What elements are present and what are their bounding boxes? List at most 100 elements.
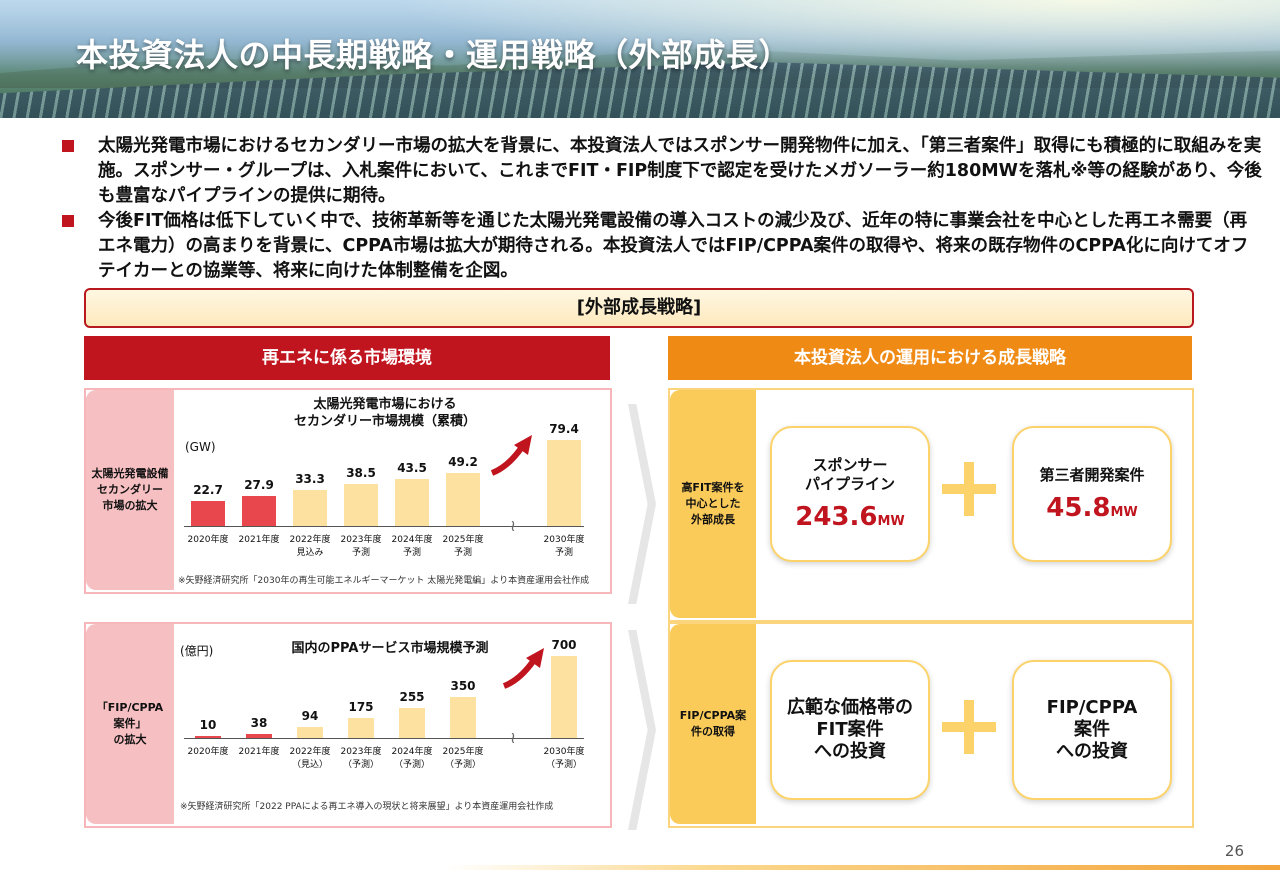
chart-bar bbox=[547, 440, 581, 526]
chart-note: ※矢野経済研究所「2022 PPAによる再エネ導入の現状と将来展望」より本資産運… bbox=[180, 802, 554, 812]
category-label: 2022年度 （見込） bbox=[289, 747, 331, 770]
growth-arrow-icon bbox=[490, 435, 532, 476]
bar-value-label: 27.9 bbox=[244, 477, 274, 492]
side-label-line: 太陽光発電設備 bbox=[91, 467, 169, 480]
card-text: 案件 bbox=[1074, 719, 1110, 740]
bar-value-label: 38.5 bbox=[346, 466, 376, 481]
bar-value-label: 255 bbox=[399, 690, 425, 705]
plus-icon bbox=[942, 700, 996, 754]
chart-unit: (億円) bbox=[180, 644, 214, 658]
chart-title: 太陽光発電市場における セカンダリー市場規模（累積） bbox=[293, 397, 476, 429]
chart-bar bbox=[195, 736, 221, 738]
chart-bar bbox=[450, 697, 476, 738]
bullet-square-icon bbox=[62, 215, 74, 227]
bar-value-label: 79.4 bbox=[549, 422, 579, 436]
side-label-secondary: 太陽光発電設備 セカンダリー 市場の拡大 bbox=[86, 390, 174, 590]
bar-value-label: 10 bbox=[199, 718, 217, 732]
bar-value-label: 94 bbox=[301, 708, 319, 723]
chart-title: 国内のPPAサービス市場規模予測 bbox=[291, 641, 489, 656]
bar-value-label: 49.2 bbox=[448, 454, 478, 469]
bar-value-label: 175 bbox=[348, 699, 374, 714]
bar-value-label: 33.3 bbox=[295, 471, 325, 486]
card-text: FIP/CPPA bbox=[1046, 697, 1138, 718]
side-label-line: FIP/CPPA案 bbox=[679, 709, 747, 722]
chart-bar bbox=[551, 656, 577, 738]
sponsor-pipeline-card: スポンサー パイプライン 243.6MW bbox=[770, 426, 930, 562]
axis-break-icon: ≀ bbox=[510, 728, 516, 747]
bar-value-label: 350 bbox=[450, 679, 476, 693]
side-label-line: 件の取得 bbox=[690, 725, 735, 738]
category-label: 2025年度 （予測） bbox=[442, 747, 484, 770]
card-text: FIT案件 bbox=[816, 719, 884, 740]
category-label: 2030年度 予測 bbox=[543, 535, 585, 558]
bar-value-label: 38 bbox=[250, 715, 268, 730]
chevron-right-icon bbox=[628, 630, 656, 830]
category-label: 2023年度 （予測） bbox=[340, 747, 382, 770]
chart-bar bbox=[348, 717, 374, 738]
card-text: 広範な価格帯の bbox=[787, 697, 913, 718]
bullet-item: 太陽光発電市場におけるセカンダリー市場の拡大を背景に、本投資法人ではスポンサー開… bbox=[62, 134, 1262, 209]
x-axis-line bbox=[184, 738, 584, 739]
growth-arrow-icon bbox=[502, 648, 544, 689]
card-title: スポンサー bbox=[812, 456, 888, 474]
category-label: 2024年度 （予測） bbox=[391, 747, 433, 770]
side-label-line: セカンダリー bbox=[97, 483, 163, 496]
category-label: 2022年度 見込み bbox=[289, 535, 331, 558]
side-label-line: 「FIP/CPPA bbox=[96, 701, 164, 714]
chart-bar bbox=[297, 726, 323, 738]
fip-investment-card: FIP/CPPA 案件 への投資 bbox=[1012, 660, 1172, 800]
chart-bar bbox=[446, 472, 480, 526]
chart-bar bbox=[242, 495, 276, 526]
bar-value-label: 22.7 bbox=[193, 483, 223, 498]
footer-gradient-line bbox=[0, 865, 1280, 870]
chart-bar bbox=[399, 708, 425, 738]
side-label-fit: 高FIT案件を 中心とした 外部成長 bbox=[670, 390, 756, 618]
card-value: 45.8MW bbox=[1046, 492, 1138, 523]
category-label: 2020年度 bbox=[187, 535, 229, 545]
chart-note: ※矢野経済研究所「2030年の再生可能エネルギーマーケット 太陽光発電編」より本… bbox=[178, 576, 590, 586]
chart-bar bbox=[191, 501, 225, 526]
side-label-line: の拡大 bbox=[113, 733, 147, 746]
chart-bar bbox=[246, 733, 272, 738]
category-label: 2020年度 bbox=[187, 747, 229, 757]
page-title: 本投資法人の中長期戦略・運用戦略（外部成長） bbox=[76, 36, 792, 74]
bullet-list: 太陽光発電市場におけるセカンダリー市場の拡大を背景に、本投資法人ではスポンサー開… bbox=[62, 134, 1262, 284]
side-label-line: 市場の拡大 bbox=[102, 499, 158, 512]
card-text: への投資 bbox=[814, 741, 886, 762]
category-label: 2024年度 予測 bbox=[391, 535, 433, 558]
side-label-fip: FIP/CPPA案 件の取得 bbox=[670, 624, 756, 824]
side-label-line: 案件」 bbox=[113, 717, 147, 730]
x-axis-line bbox=[184, 526, 584, 527]
category-label: 2023年度 予測 bbox=[340, 535, 382, 558]
plus-icon bbox=[942, 462, 996, 516]
side-label-line: 中心とした bbox=[685, 497, 741, 510]
card-title: 第三者開発案件 bbox=[1039, 465, 1145, 484]
chart-bar bbox=[395, 478, 429, 526]
bullet-text: 太陽光発電市場におけるセカンダリー市場の拡大を背景に、本投資法人ではスポンサー開… bbox=[98, 136, 1262, 206]
bar-value-label: 700 bbox=[551, 638, 577, 652]
strategy-title: [外部成長戦略] bbox=[84, 288, 1194, 328]
bullet-text: 今後FIT価格は低下していく中で、技術革新等を通じた太陽光発電設備の導入コストの… bbox=[98, 211, 1249, 281]
card-value: 243.6MW bbox=[795, 502, 905, 532]
chart-bar bbox=[293, 489, 327, 526]
category-label: 2021年度 bbox=[238, 747, 280, 757]
side-label-line: 外部成長 bbox=[691, 513, 735, 526]
category-label: 2021年度 bbox=[238, 535, 280, 545]
card-title: パイプライン bbox=[804, 475, 895, 493]
chart-unit: (GW) bbox=[185, 440, 216, 454]
card-text: への投資 bbox=[1056, 741, 1128, 762]
category-label: 2030年度 （予測） bbox=[543, 747, 585, 770]
right-header: 本投資法人の運用における成長戦略 bbox=[668, 336, 1192, 380]
side-label-line: 高FIT案件を bbox=[681, 481, 745, 494]
left-header: 再エネに係る市場環境 bbox=[84, 336, 610, 380]
bar-value-label: 43.5 bbox=[397, 460, 427, 475]
axis-break-icon: ≀ bbox=[510, 516, 516, 535]
third-party-card: 第三者開発案件 45.8MW bbox=[1012, 426, 1172, 562]
header-banner: 本投資法人の中長期戦略・運用戦略（外部成長） bbox=[0, 0, 1280, 118]
bullet-item: 今後FIT価格は低下していく中で、技術革新等を通じた太陽光発電設備の導入コストの… bbox=[62, 209, 1262, 284]
side-label-ppa: 「FIP/CPPA 案件」 の拡大 bbox=[86, 624, 174, 824]
page-number: 26 bbox=[1224, 842, 1244, 860]
category-label: 2025年度 予測 bbox=[442, 535, 484, 558]
chevron-right-icon bbox=[628, 404, 656, 604]
fit-investment-card: 広範な価格帯の FIT案件 への投資 bbox=[770, 660, 930, 800]
